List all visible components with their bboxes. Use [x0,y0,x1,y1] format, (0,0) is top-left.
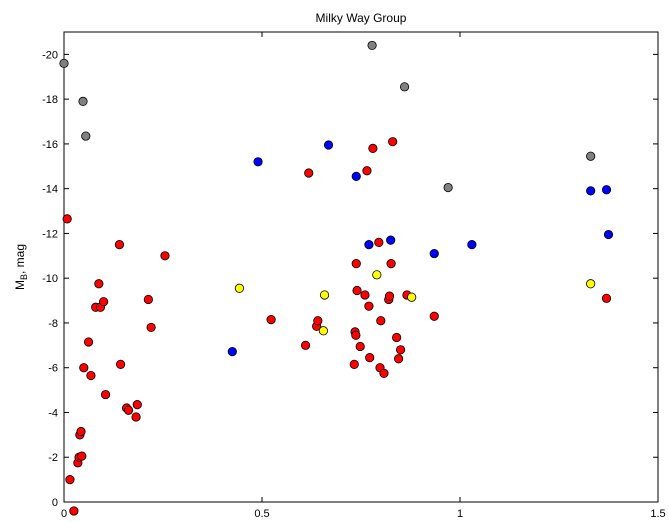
data-point [304,168,314,178]
y-tick-label: -10 [42,273,58,285]
data-point [69,506,79,516]
y-tick-label: -18 [42,94,58,106]
data-point [399,82,410,92]
data-point [100,389,111,400]
data-point [443,182,453,193]
data-point [319,290,330,300]
data-point [65,475,75,485]
data-point [132,400,142,410]
x-tick-label: 1.5 [650,508,665,520]
data-point [351,259,361,269]
data-points [59,40,614,516]
data-point [266,314,276,325]
data-point [392,332,402,343]
data-point [351,330,361,340]
y-tick-label: -16 [42,139,58,151]
data-point [86,370,96,381]
data-point [601,293,612,303]
data-point [83,337,94,347]
data-point [586,186,596,196]
data-point [79,363,89,373]
y-axis-label: MB, mag [13,244,29,290]
data-point [429,311,439,321]
data-point [116,359,126,369]
data-point [77,451,87,461]
y-tick-label: -8 [48,318,58,330]
data-point [123,405,134,415]
data-point [131,412,141,422]
data-point [349,359,359,369]
data-point [395,345,406,355]
data-point [99,297,109,307]
data-point [407,292,417,302]
data-point [114,240,125,250]
data-point [360,290,370,300]
data-point [160,251,170,261]
y-axis-label-suffix: , mag [13,244,27,274]
y-tick-label: -14 [42,184,58,196]
data-point [318,326,328,336]
data-point [384,291,395,301]
data-point [365,353,375,363]
data-point [586,279,596,289]
data-point [143,294,153,305]
data-point [376,316,386,326]
data-point [313,316,323,326]
data-point [234,283,245,293]
data-point [368,143,378,153]
data-point [81,131,91,141]
y-tick-label: 0 [52,497,58,509]
y-tick-label: -20 [42,49,58,61]
y-tick-label: -12 [42,228,58,240]
y-tick-label: -6 [48,363,58,375]
data-point [364,301,374,311]
data-point [429,248,439,259]
data-point [388,137,398,147]
chart-title: Milky Way Group [316,11,407,25]
data-point [351,171,361,181]
data-point [586,151,596,161]
x-tick-label: 0 [61,508,67,520]
data-point [362,166,372,176]
x-tick-label: 0.5 [254,508,269,520]
data-point [364,240,374,250]
y-tick-label: -2 [48,452,58,464]
data-point [467,240,477,250]
y-axis-label-main: M [13,280,27,290]
data-point [386,235,396,245]
data-point [253,157,263,167]
y-axis-label-subscript: B [19,274,29,280]
data-point [379,368,389,378]
plot-area-frame [63,31,659,503]
data-point [76,426,86,437]
y-tick-label: -4 [48,407,58,419]
data-point [94,279,104,289]
data-point [146,322,156,333]
data-point [374,237,384,247]
data-point [227,346,237,357]
data-point [352,285,362,296]
data-point [367,40,377,51]
data-point [62,214,72,224]
x-tick-label: 1 [457,508,463,520]
data-point [386,259,396,269]
data-point [323,140,334,150]
data-point [59,58,69,68]
data-point [78,96,88,106]
data-point [394,354,404,364]
data-point [372,270,382,280]
data-point [300,340,311,350]
data-point [603,229,614,240]
axis-ticks: 0 0.5 1 1.5 0 -2 -4 -6 -8 -10 -12 -14 -16 -18 -20 [42,32,666,520]
data-point [601,185,612,195]
data-point [355,341,365,352]
